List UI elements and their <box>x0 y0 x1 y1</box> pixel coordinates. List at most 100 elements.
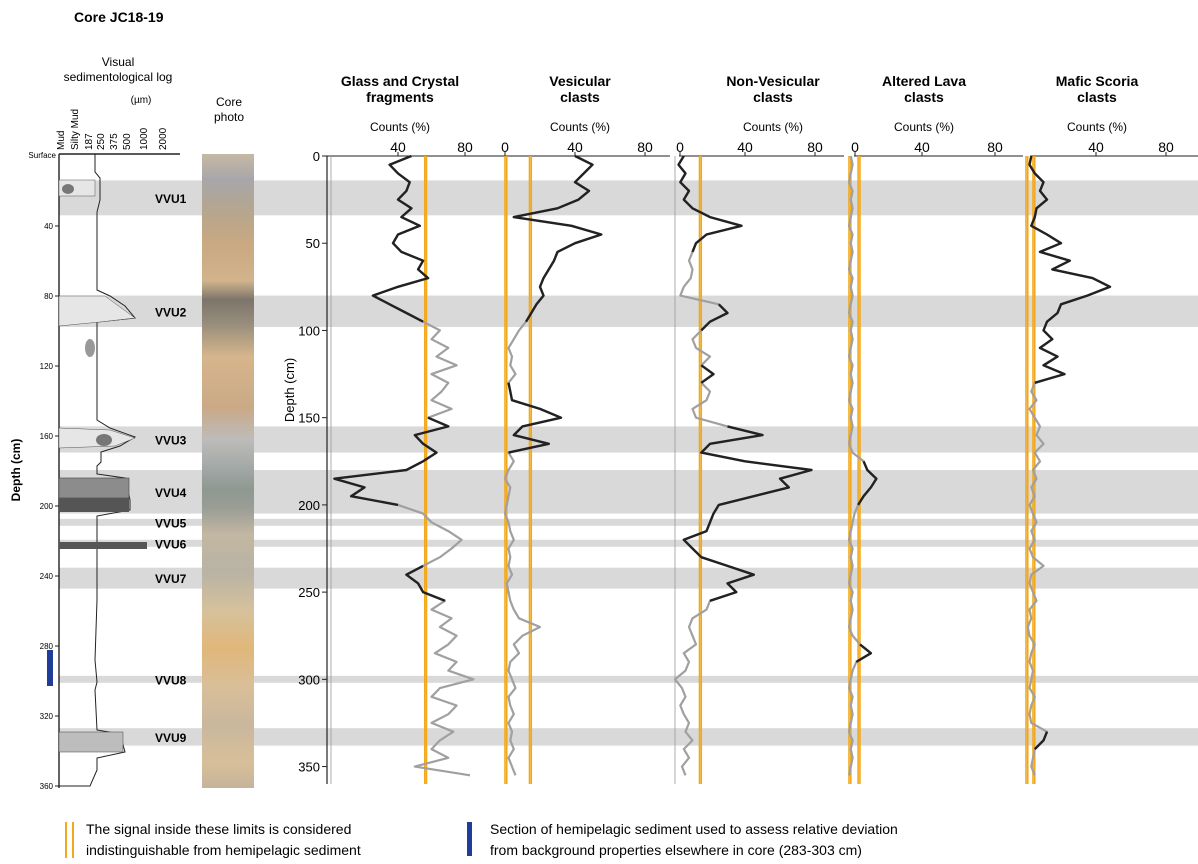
dark-layer-vvu6 <box>59 542 147 549</box>
chart-xlabel: Counts (%) <box>370 120 430 134</box>
depth-tick-label: 200 <box>298 498 320 513</box>
depth-axis-label: Depth (cm) <box>282 358 297 422</box>
grain-label-1: Silty Mud <box>70 109 81 150</box>
unit-band-vvu9 <box>59 728 1198 746</box>
series-line-highlighted <box>405 564 446 602</box>
log-ylabel: Depth (cm) <box>9 439 23 502</box>
chart-tick-label: 0 <box>851 139 859 155</box>
unit-label-vvu7: VVU7 <box>155 572 187 586</box>
series-line-highlighted <box>682 425 813 602</box>
chart-xlabel: Counts (%) <box>550 120 610 134</box>
chart-title-line: clasts <box>904 89 944 105</box>
log-tick-label: 120 <box>40 362 54 371</box>
unit-label-vvu6: VVU6 <box>155 537 187 551</box>
unit-band-vvu7 <box>59 567 1198 589</box>
dark-layer-vvu4 <box>58 477 130 499</box>
limits-legend-line-a <box>65 822 67 858</box>
chart-title-line: clasts <box>560 89 600 105</box>
chart-tick-label: 40 <box>737 139 753 155</box>
core-photo-label-line2: photo <box>214 110 244 124</box>
chart-tick-label: 40 <box>390 139 406 155</box>
hemipelagic-section-bar <box>47 650 53 686</box>
grain-label-6: 1000 <box>139 127 150 150</box>
depth-tick-label: 0 <box>313 149 320 164</box>
log-header-line1: Visual <box>102 55 134 69</box>
chart-title-line: Non-Vesicular <box>726 73 820 89</box>
grain-label-0: Mud <box>56 131 67 150</box>
section-legend-text-2: from background properties elsewhere in … <box>490 842 862 858</box>
series-line-highlighted <box>512 154 603 323</box>
unit-bands <box>59 180 1198 746</box>
limits-legend-text-1: The signal inside these limits is consid… <box>86 821 351 837</box>
chart-title-line: Altered Lava <box>882 73 966 89</box>
series-line-highlighted <box>371 154 430 323</box>
limits-legend-text-2: indistinguishable from hemipelagic sedim… <box>86 842 361 858</box>
series-line-highlighted <box>855 643 873 663</box>
chart-title-line: clasts <box>1077 89 1117 105</box>
series-line-highlighted <box>677 155 743 253</box>
chart-tick-label: 0 <box>676 139 684 155</box>
series-line-highlighted <box>700 364 715 384</box>
chart-tick-label: 80 <box>1158 139 1174 155</box>
log-tick-label: 280 <box>40 642 54 651</box>
core-photo-label-line1: Core <box>216 95 242 109</box>
chart-title-line: Mafic Scoria <box>1056 73 1139 89</box>
unit-band-vvu5 <box>59 518 1198 526</box>
section-legend-bar <box>467 822 472 856</box>
clast-cluster <box>85 339 95 357</box>
sandy-layer-vvu2 <box>58 295 136 327</box>
chart-title-line: fragments <box>366 89 434 105</box>
core-photo-image <box>202 154 254 788</box>
scoria-clast <box>62 184 74 194</box>
chart-tick-label: 80 <box>987 139 1003 155</box>
unit-label-vvu2: VVU2 <box>155 305 187 319</box>
depth-tick-label: 50 <box>306 236 320 251</box>
series-line-highlighted <box>857 460 878 506</box>
unit-band-vvu6 <box>59 539 1198 547</box>
chart-xlabel: Counts (%) <box>1067 120 1127 134</box>
grain-size-labels: Mud Silty Mud 187 250 375 500 1000 2000 <box>56 109 169 150</box>
log-header-line2: sedimentological log <box>64 70 173 84</box>
log-tick-label: 80 <box>44 292 53 301</box>
chart-xlabel: Counts (%) <box>894 120 954 134</box>
series-line-highlighted <box>333 416 450 507</box>
log-tick-label: 240 <box>40 572 54 581</box>
log-tick-label: 40 <box>44 222 53 231</box>
series-line-highlighted <box>1033 731 1049 750</box>
chart-tick-label: 80 <box>457 139 473 155</box>
grain-label-3: 250 <box>96 133 107 150</box>
chart-tick-label: 80 <box>807 139 823 155</box>
depth-tick-label: 250 <box>298 585 320 600</box>
chart-title-line: Glass and Crystal <box>341 73 459 89</box>
unit-label-vvu1: VVU1 <box>155 192 187 206</box>
unit-label-vvu8: VVU8 <box>155 673 187 687</box>
depth-axis: Depth (cm) 0 50 100 150 200 250 300 350 <box>282 149 328 784</box>
chart-title-line: clasts <box>753 89 793 105</box>
scoria-cluster <box>96 434 112 446</box>
grain-label-5: 500 <box>122 133 133 150</box>
chart-tick-label: 80 <box>637 139 653 155</box>
depth-tick-label: 100 <box>298 323 320 338</box>
unit-label-vvu9: VVU9 <box>155 731 187 745</box>
grain-label-4: 375 <box>109 133 120 150</box>
chart-tick-label: 40 <box>567 139 583 155</box>
grain-label-2: 187 <box>84 133 95 150</box>
chart-title-line: Vesicular <box>549 73 611 89</box>
series-line-highlighted <box>700 303 729 332</box>
log-tick-label: 160 <box>40 432 54 441</box>
core-title: Core JC18-19 <box>74 9 164 25</box>
unit-label-vvu4: VVU4 <box>155 486 187 500</box>
series-line-highlighted <box>1028 155 1112 384</box>
sandy-layer-vvu9 <box>58 731 124 753</box>
chart-tick-label: 40 <box>1088 139 1104 155</box>
section-legend-text-1: Section of hemipelagic sediment used to … <box>490 821 898 837</box>
depth-tick-label: 150 <box>298 411 320 426</box>
unit-labels: VVU1 VVU2 VVU3 VVU4 VVU5 VVU6 VVU7 VVU8 VVU9 <box>155 192 187 745</box>
unit-label-vvu3: VVU3 <box>155 433 187 447</box>
